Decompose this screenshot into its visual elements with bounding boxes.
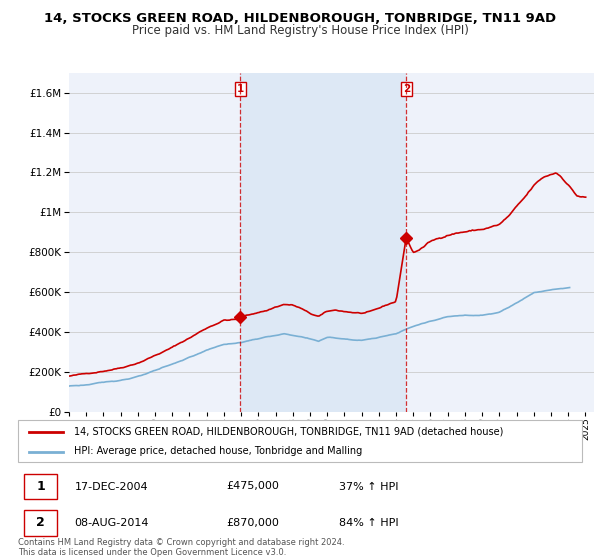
Bar xyxy=(241,73,406,412)
Text: 14, STOCKS GREEN ROAD, HILDENBOROUGH, TONBRIDGE, TN11 9AD: 14, STOCKS GREEN ROAD, HILDENBOROUGH, TO… xyxy=(44,12,556,25)
Text: 14, STOCKS GREEN ROAD, HILDENBOROUGH, TONBRIDGE, TN11 9AD (detached house): 14, STOCKS GREEN ROAD, HILDENBOROUGH, TO… xyxy=(74,427,504,437)
Text: Price paid vs. HM Land Registry's House Price Index (HPI): Price paid vs. HM Land Registry's House … xyxy=(131,24,469,37)
FancyBboxPatch shape xyxy=(23,474,58,500)
Text: 2: 2 xyxy=(403,84,410,94)
Text: 2: 2 xyxy=(36,516,45,529)
Text: £870,000: £870,000 xyxy=(227,518,280,528)
Text: 37% ↑ HPI: 37% ↑ HPI xyxy=(340,482,399,492)
Text: Contains HM Land Registry data © Crown copyright and database right 2024.
This d: Contains HM Land Registry data © Crown c… xyxy=(18,538,344,557)
Text: 1: 1 xyxy=(36,480,45,493)
Text: 17-DEC-2004: 17-DEC-2004 xyxy=(74,482,148,492)
Text: 1: 1 xyxy=(237,84,244,94)
Text: 08-AUG-2014: 08-AUG-2014 xyxy=(74,518,149,528)
Text: £475,000: £475,000 xyxy=(227,482,280,492)
Text: 84% ↑ HPI: 84% ↑ HPI xyxy=(340,518,399,528)
FancyBboxPatch shape xyxy=(18,420,582,462)
FancyBboxPatch shape xyxy=(23,510,58,535)
Text: HPI: Average price, detached house, Tonbridge and Malling: HPI: Average price, detached house, Tonb… xyxy=(74,446,362,456)
